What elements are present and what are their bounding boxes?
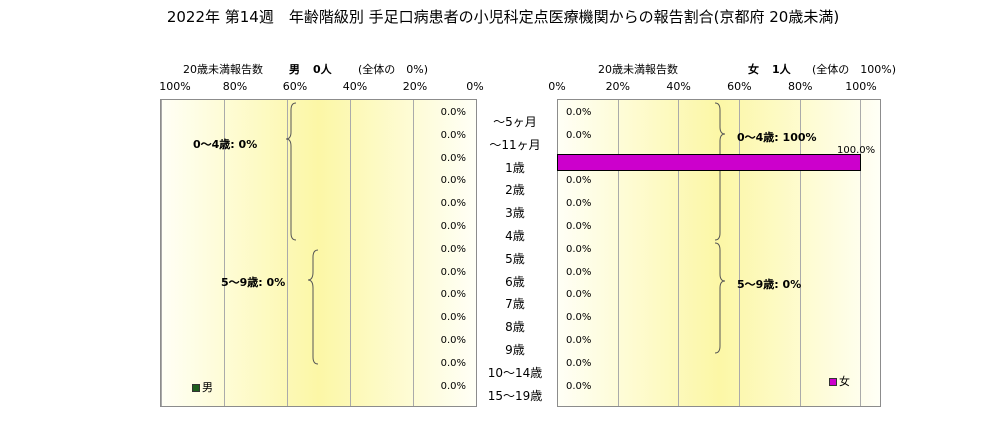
chart-title: 2022年 第14週 年齢階級別 手足口病患者の小児科定点医療機関からの報告割合… xyxy=(166,8,840,26)
male-x-tick: 0% xyxy=(466,80,484,93)
female-legend-label: 女 xyxy=(839,375,850,388)
female-legend: 女 xyxy=(829,373,850,389)
female-value-label: 0.0% xyxy=(566,266,592,278)
male-count: 0人 xyxy=(313,63,332,76)
female-x-tick: 60% xyxy=(727,80,752,93)
male-value-label: 0.0% xyxy=(440,266,466,278)
male-value-label: 0.0% xyxy=(440,198,466,210)
female-x-tick: 20% xyxy=(605,80,631,93)
male-plot-area xyxy=(160,99,477,407)
male-bracket-5-9: 5～9歳: 0% xyxy=(221,276,286,289)
female-value-label: 0.0% xyxy=(566,335,592,346)
male-value-label: 0.0% xyxy=(440,312,466,324)
female-value-label: 0.0% xyxy=(566,357,592,369)
female-value-label: 0.0% xyxy=(566,175,592,187)
category-label: 4歳 xyxy=(505,229,525,243)
female-bracket-5-9: 5～9歳: 0% xyxy=(737,278,802,291)
female-sex-label: 女 xyxy=(748,63,759,76)
category-label: 6歳 xyxy=(505,274,525,289)
male-bracket-0-4: 0～4歳: 0% xyxy=(193,138,258,151)
category-label: 15～19歳 xyxy=(487,388,543,403)
female-x-tick: 40% xyxy=(666,80,691,93)
category-label: 10～14歳 xyxy=(487,365,543,380)
male-x-tick: 40% xyxy=(342,80,368,93)
male-share: (全体の 0%) xyxy=(358,63,429,76)
male-x-tick: 60% xyxy=(282,80,308,93)
male-caption: 20歳未満報告数 xyxy=(183,63,263,76)
category-label: 5歳 xyxy=(505,251,525,266)
male-value-label: 0.0% xyxy=(440,129,466,141)
female-x-tick: 100% xyxy=(845,80,877,93)
male-x-tick: 100% xyxy=(159,80,191,93)
category-label: ～5ヶ月 xyxy=(493,115,537,129)
female-value-label: 0.0% xyxy=(566,107,592,118)
male-value-label: 0.0% xyxy=(440,152,466,164)
female-value-label: 0.0% xyxy=(566,380,592,392)
female-plot-area xyxy=(557,99,881,407)
male-x-tick: 80% xyxy=(222,80,248,93)
male-sex-label: 男 xyxy=(289,63,300,76)
category-label: 2歳 xyxy=(505,183,525,198)
female-value-label: 100.0% xyxy=(837,144,876,156)
male-legend-label: 男 xyxy=(202,381,213,394)
category-label: 1歳 xyxy=(505,160,525,175)
male-value-label: 0.0% xyxy=(440,380,466,392)
male-legend-swatch xyxy=(192,384,200,392)
male-value-label: 0.0% xyxy=(440,175,466,187)
female-legend-swatch xyxy=(829,378,837,386)
category-label: 7歳 xyxy=(505,297,525,312)
female-bar xyxy=(557,153,861,171)
male-value-label: 0.0% xyxy=(440,243,466,255)
female-value-label: 0.0% xyxy=(566,221,592,232)
female-x-tick: 80% xyxy=(787,80,813,93)
male-x-tick: 20% xyxy=(402,80,428,93)
male-value-label: 0.0% xyxy=(440,107,466,118)
female-x-tick: 0% xyxy=(548,80,566,93)
female-bracket-0-4: 0～4歳: 100% xyxy=(737,131,817,144)
male-value-label: 0.0% xyxy=(440,289,466,301)
female-share: (全体の 100%) xyxy=(812,63,897,76)
female-value-label: 0.0% xyxy=(566,198,592,210)
male-value-label: 0.0% xyxy=(440,335,466,346)
male-legend: 男 xyxy=(192,379,213,395)
male-value-label: 0.0% xyxy=(440,357,466,369)
female-value-label: 0.0% xyxy=(566,289,592,301)
female-caption: 20歳未満報告数 xyxy=(598,63,678,76)
female-value-label: 0.0% xyxy=(566,312,592,324)
male-value-label: 0.0% xyxy=(440,221,466,232)
female-count: 1人 xyxy=(772,63,791,76)
category-label: ～11ヶ月 xyxy=(489,137,541,152)
female-value-label: 0.0% xyxy=(566,129,592,141)
category-label: 8歳 xyxy=(505,320,525,335)
female-value-label: 0.0% xyxy=(566,243,592,255)
category-label: 9歳 xyxy=(505,343,525,357)
category-label: 3歳 xyxy=(505,206,525,221)
